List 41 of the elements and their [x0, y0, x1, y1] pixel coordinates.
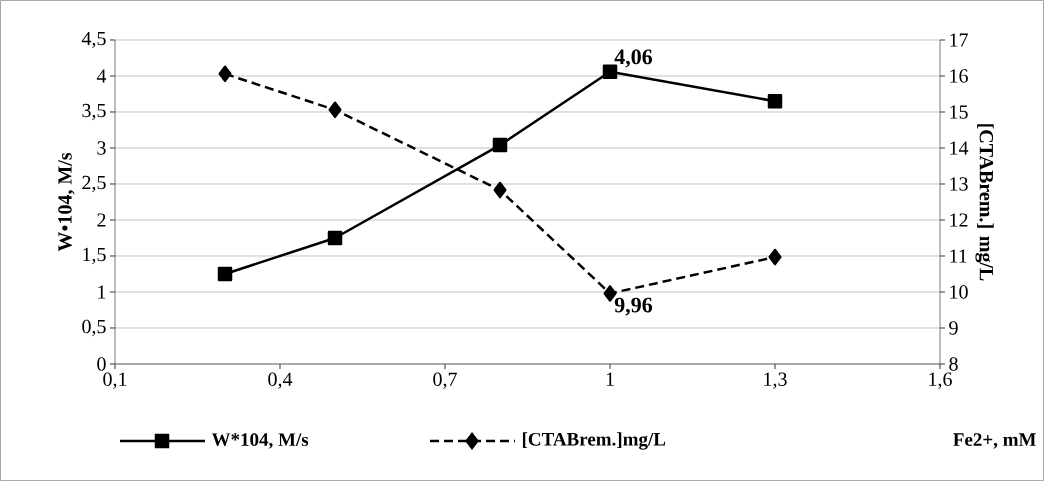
x-tick-label: 1 [606, 372, 614, 386]
y-tick-label: 4 [96, 69, 107, 83]
y-axis-title: W•104, M/s [58, 152, 75, 252]
y2-tick-label: 14 [950, 141, 969, 155]
point [768, 248, 782, 266]
y-tick-label: 3,5 [82, 103, 106, 121]
x-tick-label: 1,6 [929, 372, 952, 389]
y-tick-label: 2 [97, 213, 106, 227]
y-tick-label: 1 [98, 285, 106, 299]
y2-tick-label: 15 [950, 105, 968, 119]
data-label: 4,06 [614, 49, 653, 68]
y-tick-label: 2,5 [82, 175, 106, 193]
x-tick-label: 0,7 [433, 372, 457, 389]
x-tick-label: 1,3 [764, 372, 787, 389]
point [328, 101, 342, 119]
y2-axis-title: [CTABrem.] mg/L [975, 124, 994, 281]
y-tick-label: 4,5 [81, 31, 106, 49]
point [493, 181, 507, 199]
x-axis-title: Fe2+, mM [953, 433, 1036, 449]
legend-label: W*104, M/s [211, 433, 309, 449]
y2-tick-label: 17 [950, 33, 968, 47]
point [218, 65, 232, 83]
x-tick-label: 0,4 [268, 372, 293, 389]
y2-tick-label: 10 [950, 285, 968, 299]
point [767, 93, 783, 109]
y-tick-label: 0,5 [82, 319, 106, 337]
point [492, 137, 508, 153]
point [327, 230, 343, 246]
data-label: 9,96 [614, 297, 653, 316]
y-tick-label: 1,5 [83, 247, 106, 265]
y2-tick-label: 12 [950, 213, 968, 227]
point [217, 266, 233, 282]
y2-tick-label: 9 [949, 321, 958, 335]
x-tick-label: 0,1 [103, 372, 127, 389]
y2-tick-label: 13 [950, 177, 968, 191]
legend-label: [CTABrem.]mg/L [522, 432, 666, 450]
y-tick-label: 0 [97, 357, 106, 371]
y2-tick-label: 8 [949, 357, 958, 371]
y2-tick-label: 11 [950, 249, 967, 263]
y2-tick-label: 16 [950, 69, 968, 83]
y-tick-label: 3 [97, 141, 106, 155]
